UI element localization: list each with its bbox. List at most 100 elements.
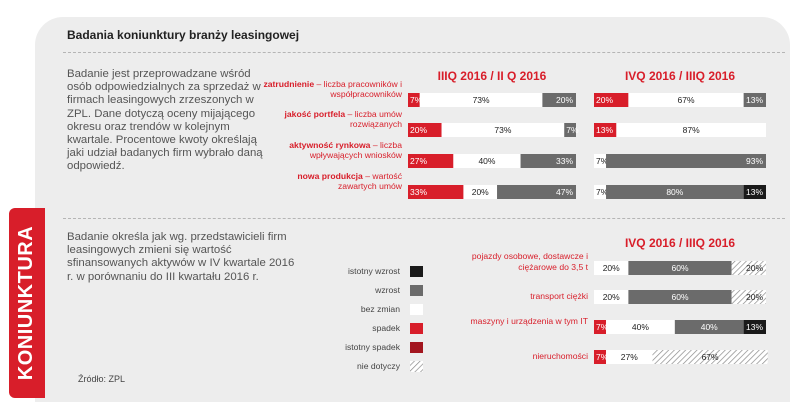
bar-segment <box>419 93 543 107</box>
category-label: jakość portfela – liczba umów rozwiązany… <box>262 109 403 130</box>
chart-title-1: IIIQ 2016 / II Q 2016 <box>437 69 547 83</box>
bar-value-label: 7% <box>410 95 423 105</box>
bar-value-label: 40% <box>701 322 718 332</box>
bar-value-label: 40% <box>632 322 649 332</box>
bar-segment <box>408 154 454 168</box>
page-title: Badania koniunktury branży leasingowej <box>67 28 300 42</box>
legend-label: nie dotyczy <box>357 361 400 371</box>
legend-label: bez zmian <box>360 304 400 314</box>
bar-segment <box>652 350 768 364</box>
bar-segment <box>497 185 576 199</box>
bar-value-label: 7% <box>596 322 609 332</box>
category-label-rest: – wartość zawartych umów <box>338 171 402 192</box>
category-label: aktywność rynkowa – liczba wpływających … <box>262 140 402 161</box>
bar-value-label: 47% <box>556 187 573 197</box>
category-label-bold: zatrudnienie <box>263 79 315 89</box>
bar-segment <box>743 93 766 107</box>
bar-value-label: 20% <box>603 263 620 273</box>
bar-value-label: 93% <box>746 156 763 166</box>
bar-value-label: 7% <box>566 125 579 135</box>
legend-label: istotny spadek <box>345 342 400 352</box>
bar-segment <box>408 123 442 137</box>
bar-segment <box>594 154 607 168</box>
bar-segment <box>520 154 576 168</box>
legend-swatch <box>410 304 423 315</box>
bar-value-label: 67% <box>678 95 695 105</box>
bar-segment <box>441 123 565 137</box>
category-label: nowa produkcja – wartość zawartych umów <box>262 171 402 192</box>
bar-segment <box>594 290 629 304</box>
bar-value-label: 13% <box>746 322 763 332</box>
description-top: Badanie jest przeprowadzane wśród osób o… <box>67 68 263 173</box>
bar-segment <box>542 93 576 107</box>
bar-value-label: 7% <box>596 156 609 166</box>
bar-segment <box>606 350 653 364</box>
bar-value-label: 80% <box>666 187 683 197</box>
bar-value-label: 40% <box>478 156 495 166</box>
bar-segment <box>628 93 744 107</box>
bar-value-label: 20% <box>603 292 620 302</box>
bar-segment <box>731 290 766 304</box>
category-label-rest: – liczba umów rozwiązanych <box>345 109 402 130</box>
bar-value-label: 67% <box>702 352 719 362</box>
category-label: zatrudnienie – liczba pracowników i wspó… <box>262 79 402 100</box>
divider-middle <box>63 218 785 219</box>
side-tab <box>9 208 45 398</box>
chart-title-3: IVQ 2016 / IIIQ 2016 <box>624 236 736 250</box>
legend-label: istotny wzrost <box>347 266 400 276</box>
bar-value-label: 13% <box>746 187 763 197</box>
bar-value-label: 60% <box>671 263 688 273</box>
bar-segment <box>594 320 607 334</box>
bar-segment <box>743 320 766 334</box>
bar-value-label: 33% <box>410 187 427 197</box>
divider-top <box>63 52 785 53</box>
bar-segment <box>628 290 732 304</box>
bar-segment <box>606 154 766 168</box>
bar-segment <box>408 185 464 199</box>
bar-value-label: 27% <box>621 352 638 362</box>
category-label-bold: aktywność rynkowa <box>289 140 371 150</box>
bar-segment <box>606 320 675 334</box>
legend-swatch <box>410 323 423 334</box>
bar-segment <box>594 123 617 137</box>
bar-value-label: 13% <box>596 125 613 135</box>
bar-value-label: 20% <box>472 187 489 197</box>
bar-value-label: 20% <box>410 125 427 135</box>
bar-value-label: 73% <box>473 95 490 105</box>
bar-segment <box>616 123 766 137</box>
bar-value-label: 7% <box>596 187 609 197</box>
legend-swatch <box>410 266 423 277</box>
bar-segment <box>463 185 498 199</box>
bar-value-label: 73% <box>494 125 511 135</box>
bar-segment <box>674 320 744 334</box>
bar-value-label: 7% <box>596 352 609 362</box>
bar-segment <box>564 123 576 137</box>
bar-segment <box>606 185 744 199</box>
bar-value-label: 20% <box>596 95 613 105</box>
category-label: maszyny i urządzenia w tym IT <box>470 315 588 326</box>
legend-swatch <box>410 342 423 353</box>
bar-segment <box>594 185 607 199</box>
bar-segment <box>453 154 521 168</box>
bar-segment <box>731 261 766 275</box>
bar-segment <box>408 93 420 107</box>
category-label-bold: nowa produkcja <box>297 171 363 181</box>
legend-swatch <box>410 285 423 296</box>
bar-segment <box>594 350 607 364</box>
legend-label: spadek <box>372 323 400 333</box>
bar-value-label: 33% <box>556 156 573 166</box>
source-note: Źródło: ZPL <box>78 374 126 384</box>
bar-segment <box>594 93 629 107</box>
category-label: pojazdy osobowe, dostawcze i ciężarowe d… <box>471 251 588 272</box>
bar-value-label: 27% <box>410 156 427 166</box>
category-label-bold: jakość portfela <box>284 109 346 119</box>
category-label-rest: – liczba wpływających wniosków <box>309 140 402 161</box>
bar-segment <box>594 261 629 275</box>
bar-value-label: 87% <box>683 125 700 135</box>
content-panel <box>35 17 790 402</box>
description-bottom: Badanie określa jak wg. przedstawicieli … <box>67 231 295 283</box>
bar-segment <box>628 261 732 275</box>
legend-swatch <box>410 361 423 372</box>
category-label-rest: – liczba pracowników i współpracowników <box>314 79 402 100</box>
